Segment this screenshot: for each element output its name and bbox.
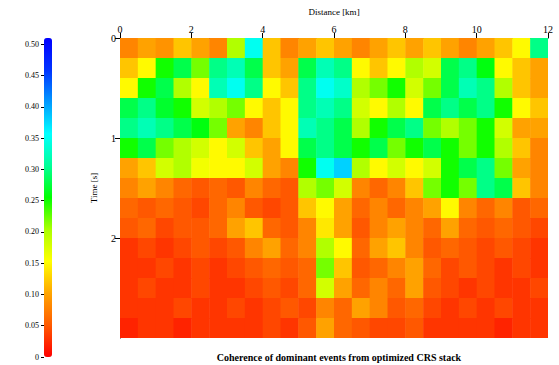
svg-text:0: 0 bbox=[111, 33, 116, 44]
svg-text:0: 0 bbox=[35, 353, 39, 362]
svg-text:4: 4 bbox=[260, 24, 265, 35]
svg-text:0.15: 0.15 bbox=[25, 259, 39, 268]
svg-text:0.25: 0.25 bbox=[25, 196, 39, 205]
svg-text:10: 10 bbox=[472, 24, 482, 35]
svg-text:6: 6 bbox=[332, 24, 337, 35]
svg-text:0.05: 0.05 bbox=[25, 321, 39, 330]
svg-text:12: 12 bbox=[543, 24, 553, 35]
svg-text:Distance [km]: Distance [km] bbox=[308, 7, 359, 17]
svg-text:Time [s]: Time [s] bbox=[89, 173, 99, 203]
svg-text:0.45: 0.45 bbox=[25, 71, 39, 80]
svg-text:2: 2 bbox=[111, 233, 116, 244]
svg-text:0: 0 bbox=[118, 24, 123, 35]
svg-text:0.20: 0.20 bbox=[25, 227, 39, 236]
svg-text:0.30: 0.30 bbox=[25, 165, 39, 174]
svg-text:0.35: 0.35 bbox=[25, 134, 39, 143]
svg-text:1: 1 bbox=[111, 133, 116, 144]
svg-text:2: 2 bbox=[189, 24, 194, 35]
svg-text:0.40: 0.40 bbox=[25, 102, 39, 111]
svg-text:Coherence of dominant events f: Coherence of dominant events from optimi… bbox=[217, 352, 462, 363]
svg-text:8: 8 bbox=[403, 24, 408, 35]
svg-text:0.50: 0.50 bbox=[25, 40, 39, 49]
svg-text:0.10: 0.10 bbox=[25, 290, 39, 299]
